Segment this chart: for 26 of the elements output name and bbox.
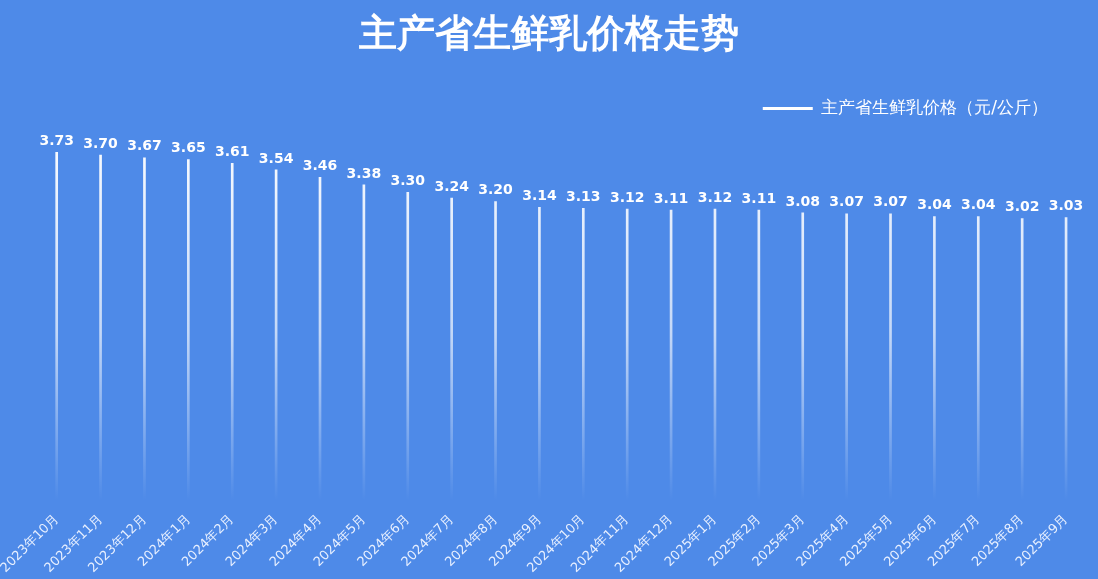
data-label: 3.70	[83, 134, 119, 151]
data-label: 3.54	[258, 149, 294, 166]
data-label: 3.07	[829, 193, 864, 210]
legend-label: 主产省生鲜乳价格（元/公斤）	[821, 96, 1049, 117]
data-label: 3.12	[697, 188, 733, 205]
data-label: 3.30	[390, 172, 426, 188]
data-label: 3.12	[609, 188, 645, 205]
data-label: 3.11	[741, 189, 777, 206]
data-label: 3.03	[1048, 197, 1084, 214]
data-label: 3.14	[522, 186, 557, 203]
data-label: 3.11	[653, 189, 689, 206]
data-label: 3.13	[566, 187, 601, 204]
data-label: 3.65	[171, 139, 206, 156]
data-label: 3.04	[917, 196, 952, 213]
data-label: 3.73	[39, 131, 74, 148]
data-label: 3.08	[785, 192, 821, 209]
data-label: 3.07	[873, 193, 908, 210]
data-label: 3.02	[1004, 198, 1040, 215]
data-label: 3.46	[302, 157, 338, 174]
data-label: 3.04	[961, 196, 996, 213]
data-label: 3.67	[127, 137, 162, 154]
data-label: 3.38	[346, 164, 382, 181]
chart-title: 主产省生鲜乳价格走势	[358, 10, 740, 57]
data-label: 3.20	[478, 181, 514, 198]
data-label: 3.24	[434, 177, 470, 194]
data-label: 3.61	[214, 143, 250, 160]
